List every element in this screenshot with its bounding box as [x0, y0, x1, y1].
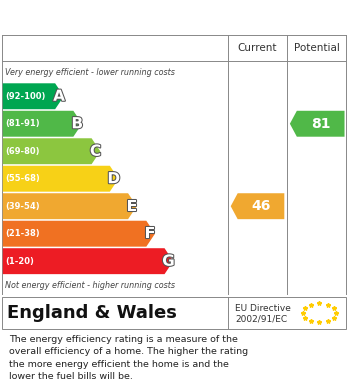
Polygon shape	[3, 83, 64, 109]
Text: Potential: Potential	[294, 43, 340, 53]
Text: 46: 46	[251, 199, 271, 213]
Polygon shape	[3, 221, 155, 247]
Polygon shape	[290, 111, 345, 137]
Text: 2002/91/EC: 2002/91/EC	[235, 315, 287, 324]
Text: Current: Current	[238, 43, 277, 53]
Text: The energy efficiency rating is a measure of the
overall efficiency of a home. T: The energy efficiency rating is a measur…	[9, 335, 248, 381]
Text: F: F	[145, 226, 156, 241]
Polygon shape	[3, 138, 100, 164]
Polygon shape	[3, 193, 137, 219]
Text: (92-100): (92-100)	[6, 92, 46, 101]
Text: EU Directive: EU Directive	[235, 304, 291, 313]
Text: E: E	[127, 199, 137, 214]
Text: (39-54): (39-54)	[6, 202, 40, 211]
Text: (81-91): (81-91)	[6, 119, 40, 128]
Text: B: B	[71, 116, 83, 131]
Polygon shape	[3, 166, 119, 192]
Text: England & Wales: England & Wales	[7, 304, 177, 322]
Text: (55-68): (55-68)	[6, 174, 40, 183]
Text: A: A	[53, 89, 65, 104]
Polygon shape	[3, 111, 82, 137]
Text: G: G	[162, 254, 175, 269]
Text: Energy Efficiency Rating: Energy Efficiency Rating	[7, 10, 217, 25]
Polygon shape	[231, 193, 284, 219]
Text: D: D	[108, 171, 120, 186]
Text: Very energy efficient - lower running costs: Very energy efficient - lower running co…	[5, 68, 175, 77]
Text: C: C	[90, 144, 101, 159]
Text: Not energy efficient - higher running costs: Not energy efficient - higher running co…	[5, 281, 175, 290]
Text: (21-38): (21-38)	[6, 229, 40, 238]
Text: 81: 81	[311, 117, 331, 131]
Polygon shape	[3, 248, 173, 274]
Text: (1-20): (1-20)	[6, 256, 34, 265]
Text: (69-80): (69-80)	[6, 147, 40, 156]
